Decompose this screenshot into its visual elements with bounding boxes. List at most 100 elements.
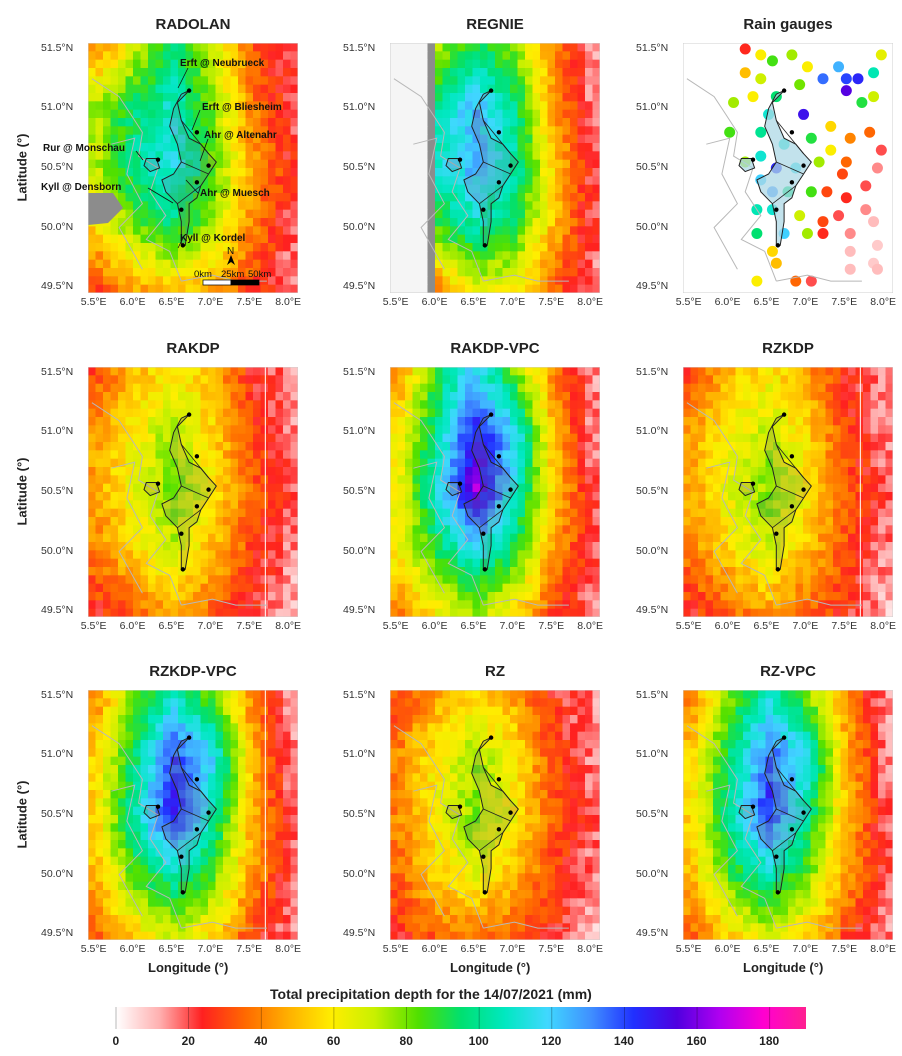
panel-3-cell	[230, 558, 239, 568]
panel-1-cell	[427, 168, 436, 177]
panel-1-cell	[510, 284, 519, 293]
panel-4-cell	[397, 567, 406, 576]
panel-5-cell	[705, 467, 714, 476]
panel-0-cell	[200, 101, 209, 111]
panel-1-cell	[495, 251, 504, 261]
panel-1-cell	[465, 68, 474, 77]
panel-3-cell	[110, 450, 119, 460]
panel-6-cell	[200, 731, 209, 741]
panel-0-cell	[193, 284, 202, 293]
panel-0-cell	[125, 176, 134, 186]
panel-1-cell	[472, 76, 481, 86]
panel-4-cell	[547, 417, 556, 426]
panel-3-cell	[95, 583, 104, 593]
panel-4-cell	[397, 542, 406, 551]
rain-gauge-point	[798, 108, 810, 120]
panel-5-cell	[705, 442, 714, 451]
panel-5-cell	[825, 392, 834, 401]
panel-3-cell	[125, 450, 134, 460]
panel-4-cell	[585, 600, 594, 610]
panel-3-cell	[260, 525, 269, 535]
rain-gauge-point	[840, 156, 852, 168]
panel-5-cell	[773, 550, 782, 560]
panel-3-cell	[133, 592, 142, 601]
panel-4-cell	[592, 475, 600, 485]
panel-3-cell	[230, 467, 239, 476]
panel-3-cell	[215, 508, 224, 518]
panel-0-cell	[178, 59, 187, 69]
panel-3-cell	[103, 600, 112, 610]
panel-5-cell	[683, 458, 692, 468]
panel-5-cell	[780, 417, 789, 426]
panel-0-cell	[103, 51, 112, 61]
panel-4-cell	[495, 433, 504, 443]
panel-3-cell	[193, 592, 202, 601]
panel-5-cell	[758, 558, 767, 568]
panel-6-cell	[193, 815, 202, 824]
panel-0-cell	[238, 284, 247, 293]
panel-1-cell	[397, 59, 406, 69]
panel-1-cell	[405, 184, 414, 194]
panel-0-cell	[230, 101, 239, 111]
panel-1-cell	[457, 109, 466, 119]
panel-6-cell	[260, 815, 269, 824]
panel-1-cell	[592, 93, 600, 102]
panel-0-cell	[283, 126, 292, 136]
panel-5-cell	[750, 442, 759, 451]
panel-3-cell	[238, 392, 247, 401]
panel-0-cell	[148, 93, 157, 102]
panel-6-cell	[110, 831, 119, 841]
panel-5-cell	[758, 367, 767, 376]
panel-4-cell	[547, 367, 556, 376]
panel-5-cell	[840, 367, 849, 376]
panel-5-cell	[848, 433, 857, 443]
panel-6-cell	[208, 740, 217, 749]
panel-5-cell	[818, 508, 827, 518]
panel-0-cell	[88, 234, 97, 244]
panel-5-cell	[683, 392, 692, 401]
panel-4-cell	[562, 508, 571, 518]
panel-4-cell	[502, 517, 511, 526]
panel-4-cell	[405, 467, 414, 476]
panel-3-cell	[185, 483, 194, 493]
panel-4-cell	[495, 467, 504, 476]
panel-3-cell	[245, 475, 254, 485]
panel-1-cell	[435, 268, 444, 277]
panel-0-cell	[88, 284, 97, 293]
panel-3-cell	[223, 442, 232, 451]
panel-3-border-line	[91, 402, 182, 606]
panel-3-cell	[290, 542, 298, 551]
panel-6-cell	[133, 815, 142, 824]
panel-5-cell	[765, 600, 774, 610]
panel-4-cell	[532, 442, 541, 451]
panel-4-cell	[540, 458, 549, 468]
panel-0-cell	[155, 259, 164, 269]
panel-1-cell	[570, 201, 579, 211]
panel-4-cell	[570, 508, 579, 518]
panel-5-cell	[765, 417, 774, 426]
panel-1-cell	[555, 268, 564, 277]
panel-4-cell	[540, 425, 549, 435]
panel-1-cell	[525, 109, 534, 119]
panel-0-cell	[88, 276, 97, 286]
panel-3-cell	[253, 467, 262, 476]
panel-0-cell	[208, 143, 217, 152]
panel-3-cell	[110, 408, 119, 418]
panel-0-cell	[88, 159, 97, 169]
panel-6-cell	[275, 815, 284, 824]
panel-6-cell	[133, 748, 142, 758]
panel-5-cell	[743, 408, 752, 418]
panel-4-cell	[495, 367, 504, 376]
panel-6-cell	[118, 806, 127, 816]
panel-1-cell	[517, 176, 526, 186]
panel-6-cell	[148, 798, 157, 808]
panel-4-cell	[465, 492, 474, 501]
panel-6-cell	[290, 748, 298, 758]
panel-6-cell	[290, 731, 298, 741]
panel-4-cell	[510, 508, 519, 518]
panel-3-cell	[95, 417, 104, 426]
panel-4-cell	[450, 608, 459, 617]
panel-1-cell	[540, 134, 549, 144]
panel-1-cell	[397, 251, 406, 261]
panel-1-cell	[480, 251, 489, 261]
